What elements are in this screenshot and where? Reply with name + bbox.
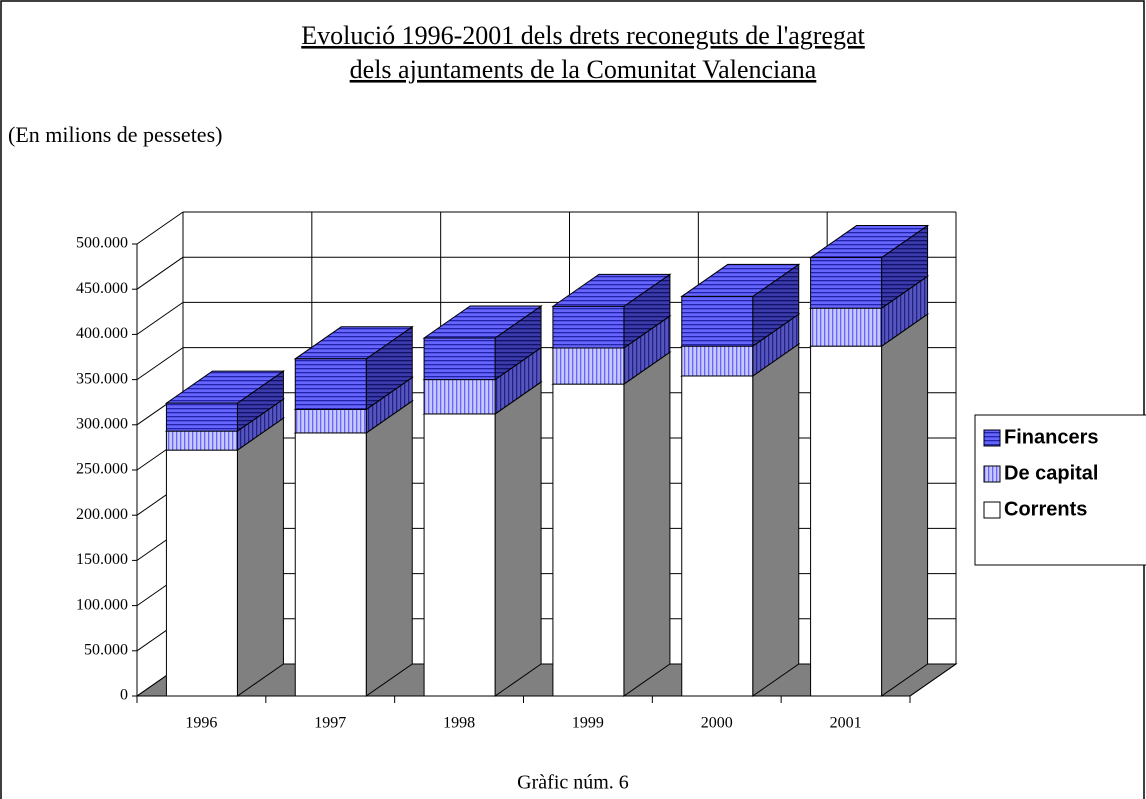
x-tick-label: 1999	[572, 715, 604, 732]
bar	[165, 430, 238, 451]
bar	[423, 337, 496, 381]
bar	[165, 449, 238, 697]
bar-side	[236, 417, 284, 697]
y-tick-label: 350.000	[76, 370, 128, 387]
chart-title: dels ajuntaments de la Comunitat Valenci…	[350, 55, 817, 84]
bar-side	[494, 380, 542, 697]
bar	[681, 375, 754, 697]
bar	[552, 383, 625, 697]
legend-box	[974, 414, 1146, 566]
bar	[294, 432, 367, 697]
bar	[810, 307, 883, 347]
bar	[552, 305, 625, 349]
y-tick-label: 450.000	[76, 280, 128, 297]
x-tick-label: 2001	[830, 715, 862, 732]
legend-label: De capital	[1004, 462, 1098, 484]
bar	[810, 345, 883, 697]
y-tick-label: 400.000	[76, 325, 128, 342]
legend-swatch	[983, 501, 1001, 519]
grid-line	[136, 301, 184, 335]
legend-swatch	[983, 465, 1001, 483]
grid-line	[136, 211, 184, 245]
bar	[423, 379, 496, 415]
bar-side	[752, 343, 800, 697]
y-tick-label: 50.000	[84, 641, 128, 658]
bar	[294, 408, 367, 434]
chart-title: Evolució 1996-2001 dels drets reconeguts…	[301, 21, 865, 50]
axis-line	[909, 663, 957, 697]
bar-side	[881, 313, 929, 697]
legend-label: Corrents	[1004, 498, 1087, 520]
x-tick-label: 1996	[185, 715, 217, 732]
grid-line	[136, 256, 184, 290]
bar	[423, 413, 496, 697]
y-tick-label: 100.000	[76, 596, 128, 613]
x-tick-label: 2000	[701, 715, 733, 732]
y-tick-label: 250.000	[76, 461, 128, 478]
caption: Gràfic núm. 6	[517, 772, 629, 794]
x-tick-label: 1998	[443, 715, 475, 732]
y-tick-label: 150.000	[76, 551, 128, 568]
legend-label: Financers	[1004, 426, 1098, 448]
bar-side	[623, 351, 671, 697]
bar	[681, 345, 754, 377]
bar	[294, 358, 367, 410]
y-tick-label: 0	[120, 687, 128, 704]
x-tick-label: 1997	[314, 715, 346, 732]
y-tick-label: 500.000	[76, 235, 128, 252]
bar-side	[365, 399, 413, 697]
bar	[810, 257, 883, 309]
bar	[165, 402, 238, 432]
y-tick-label: 200.000	[76, 506, 128, 523]
subtitle: (En milions de pessetes)	[8, 122, 222, 147]
bar	[552, 347, 625, 385]
legend-swatch	[983, 429, 1001, 447]
bar	[681, 295, 754, 347]
grid-line	[136, 347, 184, 381]
y-tick-label: 300.000	[76, 415, 128, 432]
